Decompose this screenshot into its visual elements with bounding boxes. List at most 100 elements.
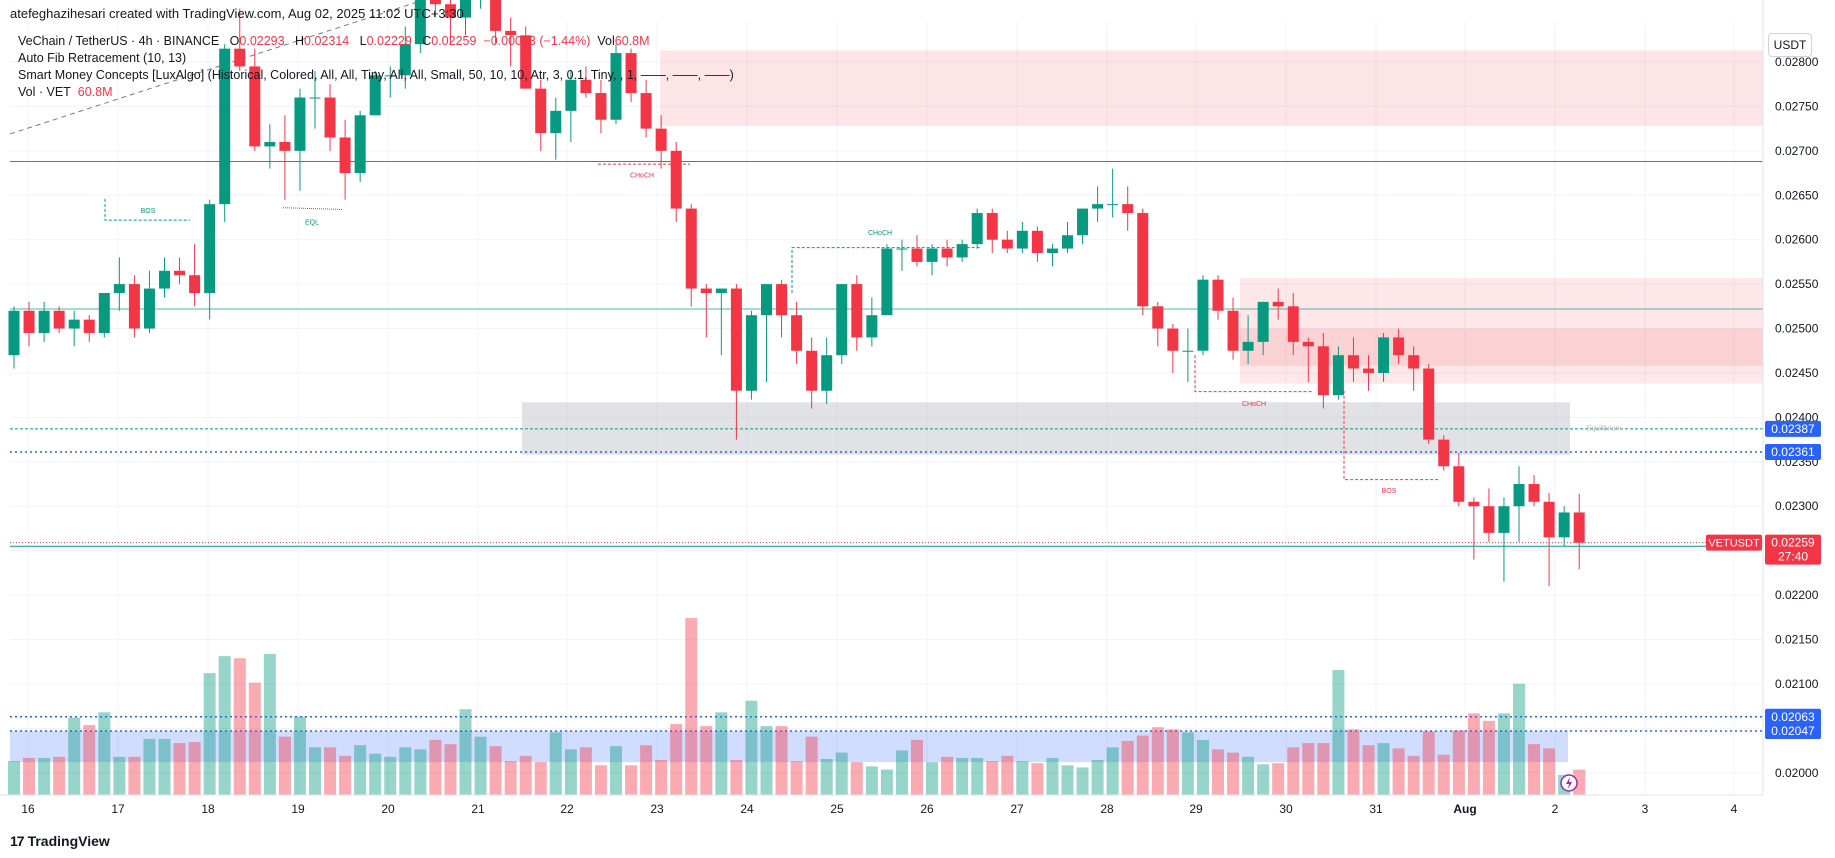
volume-bar — [1061, 765, 1074, 795]
legend-fib[interactable]: Auto Fib Retracement (10, 13) — [18, 51, 187, 65]
volume-bar — [1031, 763, 1044, 795]
y-tick-label: 0.02650 — [1775, 188, 1819, 202]
volume-bar — [278, 736, 291, 795]
candle-body — [1378, 337, 1390, 373]
tradingview-logo-icon: 17 — [10, 833, 25, 849]
candle-body — [1287, 306, 1299, 342]
candle-body — [866, 315, 878, 338]
smc-annotations: BOS EQL CHoCH CHoCH CHoCH BOS Equilibrium — [104, 163, 1622, 495]
volume-bar — [188, 742, 201, 795]
volume-bar — [1467, 713, 1480, 795]
x-tick-label: 17 — [111, 802, 125, 816]
candle-body — [23, 310, 35, 333]
volume-bar — [504, 761, 517, 795]
legend-smc[interactable]: Smart Money Concepts [LuxAlgo] (Historic… — [18, 68, 734, 82]
volume-bar — [384, 756, 397, 795]
candle-body — [143, 288, 155, 329]
x-tick-label: 28 — [1100, 802, 1114, 816]
volume-bar — [790, 761, 803, 795]
volume-bar — [263, 654, 276, 795]
y-tick-label: 0.02600 — [1775, 233, 1819, 247]
price-label-box — [1765, 444, 1821, 461]
candle-body — [1212, 279, 1224, 311]
candle-body — [1031, 230, 1043, 254]
candle-body — [444, 4, 456, 18]
h-label: H — [295, 34, 305, 48]
c-label: C — [422, 34, 432, 48]
candle-body — [1438, 439, 1450, 467]
volume-bar — [444, 744, 457, 795]
volume-bar — [1076, 767, 1089, 795]
vol-label: Vol — [597, 34, 615, 48]
candle-body — [309, 97, 321, 99]
eql-label: EQL — [305, 220, 319, 227]
volume-bar — [865, 766, 878, 795]
volume-bar — [233, 658, 246, 795]
volume-bar — [218, 656, 231, 795]
o-label: O — [229, 34, 240, 48]
discount-zone — [10, 731, 1568, 763]
volume-bar — [1377, 743, 1390, 795]
candle-body — [219, 48, 231, 205]
volume-bar — [1136, 735, 1149, 795]
candle-body — [776, 284, 788, 316]
legend-volume[interactable]: Vol · VET 60.8M — [18, 84, 734, 101]
candle-body — [1046, 248, 1058, 254]
volume-bar — [1016, 761, 1029, 795]
volume-indicator-label: Vol · VET — [18, 85, 71, 99]
volume-bar — [309, 747, 321, 795]
volume-bar — [1091, 760, 1104, 795]
candle-body — [851, 284, 863, 338]
h-value: 0.02314 — [304, 34, 350, 48]
candle-body — [399, 44, 411, 76]
volume-bars — [8, 617, 1586, 795]
candle-body — [625, 53, 637, 94]
y-tick-label: 0.02100 — [1775, 677, 1819, 691]
volume-bar — [53, 756, 66, 795]
volume-bar — [1482, 720, 1495, 795]
candle-body — [1302, 341, 1314, 347]
candle-body — [1197, 279, 1209, 351]
y-tick-label: 0.02200 — [1775, 588, 1819, 602]
symbol-name[interactable]: VeChain / TetherUS · 4h · BINANCE — [18, 34, 220, 48]
candle-body — [535, 88, 547, 134]
candle-body — [1122, 204, 1134, 214]
volume-bar — [1362, 745, 1375, 795]
candle-body — [83, 319, 95, 333]
volume-bar — [1212, 749, 1224, 795]
volume-bar — [1121, 740, 1134, 795]
legend-ohlc[interactable]: VeChain / TetherUS · 4h · BINANCE O0.022… — [18, 33, 734, 50]
volume-bar — [1407, 755, 1420, 795]
candle-body — [53, 310, 65, 329]
o-value: 0.02293 — [239, 34, 285, 48]
volume-bar — [1497, 713, 1510, 795]
y-tick-label: 0.02550 — [1775, 277, 1819, 291]
volume-bar — [459, 709, 472, 795]
candle-body — [1408, 355, 1420, 369]
equilibrium-label: Equilibrium — [1587, 426, 1622, 433]
symbol-tag-box — [1706, 534, 1762, 551]
price-label-box — [1765, 534, 1821, 565]
candle-body — [234, 48, 246, 67]
candle-body — [264, 141, 276, 147]
volume-bar — [113, 756, 126, 795]
candle-body — [896, 248, 908, 250]
x-tick-label: 30 — [1279, 802, 1293, 816]
candle-body — [941, 248, 953, 258]
candle-body — [1573, 512, 1585, 543]
currency-unit-button[interactable]: USDT — [1768, 33, 1812, 57]
volume-bar — [895, 750, 908, 795]
candle-body — [1001, 239, 1013, 249]
candle-body — [881, 248, 893, 316]
tradingview-logo[interactable]: 17 TradingView — [10, 833, 110, 849]
x-tick-label: 25 — [830, 802, 844, 816]
volume-bar — [1151, 727, 1164, 795]
x-tick-label: 18 — [201, 802, 215, 816]
volume-bar — [519, 755, 532, 795]
bos-line — [104, 198, 190, 221]
candle-body — [8, 310, 20, 356]
x-tick-label: 2 — [1552, 802, 1559, 816]
eql-line — [282, 207, 344, 210]
volume-bar — [1287, 747, 1300, 795]
